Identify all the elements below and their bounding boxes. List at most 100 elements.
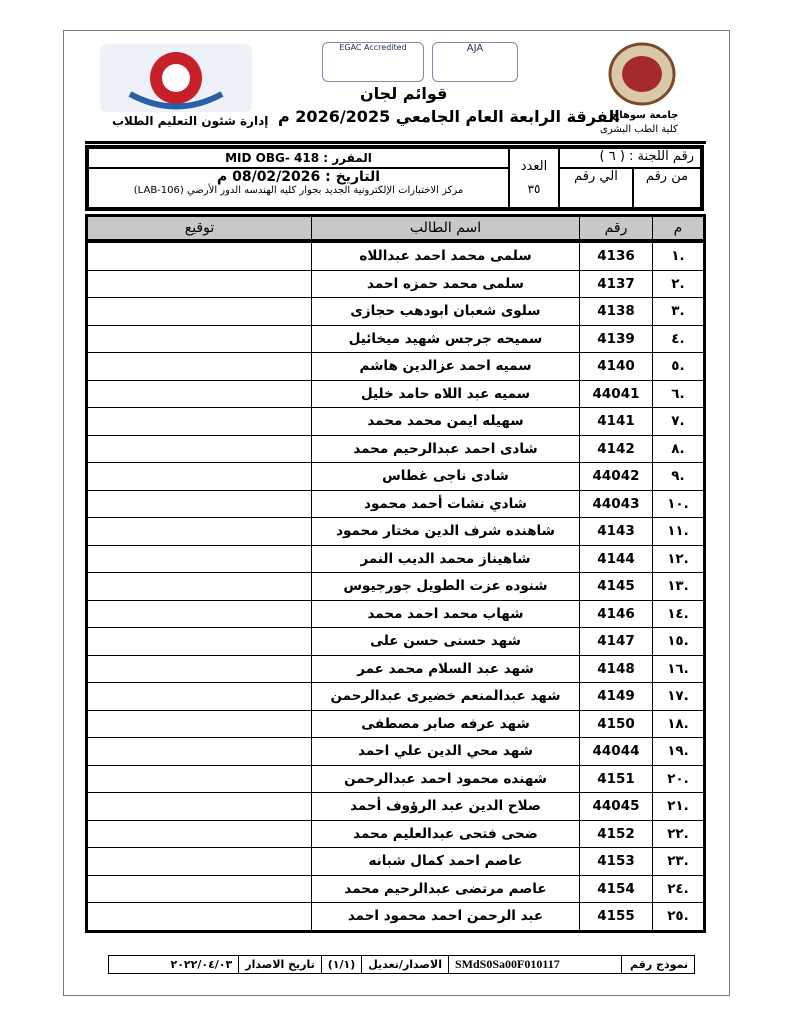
- row-index: .١٦: [652, 654, 705, 683]
- student-name: سهيله ايمن محمد محمد: [311, 407, 580, 436]
- student-name: صلاح الدين عبد الرؤوف أحمد: [311, 792, 580, 821]
- student-name: شهد محي الدين علي احمد: [311, 737, 580, 766]
- page-border: [63, 30, 730, 996]
- student-number: 44042: [579, 462, 653, 491]
- count-cell: العدد ٣٥: [509, 148, 559, 208]
- student-name: شادى ناجى غطاس: [311, 462, 580, 491]
- row-index: .١٩: [652, 737, 705, 766]
- signature-cell[interactable]: [86, 379, 312, 408]
- student-number: 4142: [579, 434, 653, 463]
- table-row: .١١ 4143 شاهنده شرف الدين مختار محمود: [86, 517, 705, 546]
- signature-cell[interactable]: [86, 240, 312, 271]
- version-label: الاصدار/تعديل: [361, 956, 448, 973]
- table-row: .٢٤ 4154 عاصم مرتضى عبدالرحيم محمد: [86, 874, 705, 903]
- student-number: 4139: [579, 324, 653, 353]
- row-index: .٦: [652, 379, 705, 408]
- table-row: .٢٢ 4152 ضحى فتحى عبدالعليم محمد: [86, 819, 705, 848]
- table-row: .١٠ 44043 شادي نشات أحمد محمود: [86, 489, 705, 518]
- signature-cell[interactable]: [86, 627, 312, 656]
- student-number: 4147: [579, 627, 653, 656]
- signature-cell[interactable]: [86, 874, 312, 903]
- row-index: .١٣: [652, 572, 705, 601]
- row-index: .١٤: [652, 599, 705, 628]
- signature-cell[interactable]: [86, 682, 312, 711]
- form-footer: نموذج رقم SMdS0Sa00F010117 الاصدار/تعديل…: [108, 955, 695, 974]
- student-name: سميحه جرجس شهيد ميخائيل: [311, 324, 580, 353]
- row-index: .٢٤: [652, 874, 705, 903]
- signature-cell[interactable]: [86, 544, 312, 573]
- table-row: .٥ 4140 سميه احمد عزالدين هاشم: [86, 352, 705, 381]
- egac-logo: EGAC Accredited: [322, 42, 424, 82]
- row-index: .٤: [652, 324, 705, 353]
- student-number: 4143: [579, 517, 653, 546]
- department-logo: [100, 44, 252, 112]
- student-number: 4140: [579, 352, 653, 381]
- row-index: .٧: [652, 407, 705, 436]
- student-name: شاهنده شرف الدين مختار محمود: [311, 517, 580, 546]
- signature-cell[interactable]: [86, 737, 312, 766]
- table-row: .٢١ 44045 صلاح الدين عبد الرؤوف أحمد: [86, 792, 705, 821]
- signature-cell[interactable]: [86, 819, 312, 848]
- row-index: .١٥: [652, 627, 705, 656]
- row-index: .٥: [652, 352, 705, 381]
- students-table: م رقم اسم الطالب توقيع .١ 4136 سلمى محمد ا…: [85, 214, 706, 933]
- student-name: عبد الرحمن احمد محمود احمد: [311, 902, 580, 932]
- table-row: .١٩ 44044 شهد محي الدين علي احمد: [86, 737, 705, 766]
- student-number: 4144: [579, 544, 653, 573]
- signature-cell[interactable]: [86, 902, 312, 932]
- signature-cell[interactable]: [86, 792, 312, 821]
- signature-cell[interactable]: [86, 709, 312, 738]
- row-index: .٣: [652, 297, 705, 326]
- student-number: 4149: [579, 682, 653, 711]
- header-index: م: [652, 215, 705, 243]
- header-rule: [85, 141, 706, 144]
- student-number: 4137: [579, 269, 653, 298]
- signature-cell[interactable]: [86, 297, 312, 326]
- table-row: .٢٣ 4153 عاصم احمد كمال شبانه: [86, 847, 705, 876]
- signature-cell[interactable]: [86, 269, 312, 298]
- table-row: .٩ 44042 شادى ناجى غطاس: [86, 462, 705, 491]
- committee-number: رقم اللجنة : ( ٦ ): [559, 148, 701, 168]
- signature-cell[interactable]: [86, 572, 312, 601]
- student-number: 4153: [579, 847, 653, 876]
- signature-cell[interactable]: [86, 654, 312, 683]
- student-number: 4148: [579, 654, 653, 683]
- version: (١/١): [320, 956, 362, 973]
- student-number: 4154: [579, 874, 653, 903]
- signature-cell[interactable]: [86, 434, 312, 463]
- student-name: شهد عرفه صابر مصطفى: [311, 709, 580, 738]
- row-index: .١: [652, 240, 705, 271]
- signature-cell[interactable]: [86, 489, 312, 518]
- signature-cell[interactable]: [86, 599, 312, 628]
- row-index: .١٨: [652, 709, 705, 738]
- student-name: عاصم احمد كمال شبانه: [311, 847, 580, 876]
- faculty-name: كلية الطب البشرى: [600, 124, 678, 135]
- committee-info-box: المقرر : MID OBG- 418 التاريخ : 08/02/20…: [85, 145, 704, 211]
- student-name: سميه احمد عزالدين هاشم: [311, 352, 580, 381]
- table-row: .٨ 4142 شادى احمد عبدالرحيم محمد: [86, 434, 705, 463]
- signature-cell[interactable]: [86, 352, 312, 381]
- signature-cell[interactable]: [86, 462, 312, 491]
- row-index: .١٧: [652, 682, 705, 711]
- row-index: .١١: [652, 517, 705, 546]
- signature-cell[interactable]: [86, 764, 312, 793]
- student-name: شهد عبد السلام محمد عمر: [311, 654, 580, 683]
- table-row: .١٢ 4144 شاهيناز محمد الديب النمر: [86, 544, 705, 573]
- table-row: .١ 4136 سلمى محمد احمد عبداللاه: [86, 240, 705, 271]
- issue-date: ٢٠٢٢/٠٤/٠٣: [170, 958, 233, 971]
- signature-cell[interactable]: [86, 517, 312, 546]
- student-name: شهاب محمد احمد محمد: [311, 599, 580, 628]
- aja-logo: AJA: [432, 42, 518, 82]
- row-index: .٢: [652, 269, 705, 298]
- student-name: شهد حسنى حسن على: [311, 627, 580, 656]
- student-name: شادى احمد عبدالرحيم محمد: [311, 434, 580, 463]
- form-label: نموذج رقم: [621, 956, 694, 973]
- student-name: سلمى محمد حمزه احمد: [311, 269, 580, 298]
- signature-cell[interactable]: [86, 847, 312, 876]
- student-number: 44041: [579, 379, 653, 408]
- signature-cell[interactable]: [86, 407, 312, 436]
- row-index: .١٢: [652, 544, 705, 573]
- row-index: .٢١: [652, 792, 705, 821]
- student-number: 4138: [579, 297, 653, 326]
- signature-cell[interactable]: [86, 324, 312, 353]
